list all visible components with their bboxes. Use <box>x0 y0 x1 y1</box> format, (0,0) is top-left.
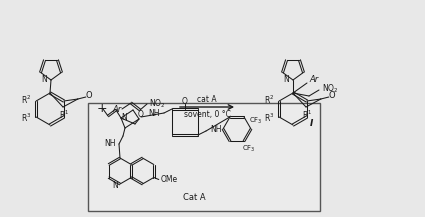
Text: CF$_3$: CF$_3$ <box>249 116 263 126</box>
Text: +: + <box>96 102 107 115</box>
Text: CF$_3$: CF$_3$ <box>242 144 256 154</box>
Text: OMe: OMe <box>160 175 177 184</box>
Text: cat A: cat A <box>197 94 217 104</box>
Text: Ar: Ar <box>112 105 121 113</box>
Text: NH: NH <box>105 140 116 148</box>
Text: NO$_2$: NO$_2$ <box>322 83 338 95</box>
Text: NH: NH <box>210 125 221 135</box>
Text: N: N <box>112 181 118 189</box>
Text: N: N <box>41 76 47 84</box>
Text: O: O <box>182 97 188 105</box>
Bar <box>88 103 320 211</box>
Text: sovent, 0 °C: sovent, 0 °C <box>184 110 230 120</box>
Text: O: O <box>329 92 335 100</box>
Text: R$^2$: R$^2$ <box>21 94 31 106</box>
Text: NO$_2$: NO$_2$ <box>149 98 165 110</box>
Text: R$^1$: R$^1$ <box>302 109 312 121</box>
Text: I: I <box>310 120 314 128</box>
Text: N: N <box>283 76 289 84</box>
Text: NH: NH <box>148 108 160 117</box>
Text: N: N <box>121 112 127 122</box>
Text: R$^2$: R$^2$ <box>264 94 274 106</box>
Text: O: O <box>138 110 144 119</box>
Text: O: O <box>85 92 92 100</box>
Text: R$^1$: R$^1$ <box>59 109 69 121</box>
Text: Cat A: Cat A <box>183 192 205 202</box>
Text: R$^3$: R$^3$ <box>264 112 274 124</box>
Text: R$^3$: R$^3$ <box>21 112 31 124</box>
Text: Ar: Ar <box>309 74 319 84</box>
